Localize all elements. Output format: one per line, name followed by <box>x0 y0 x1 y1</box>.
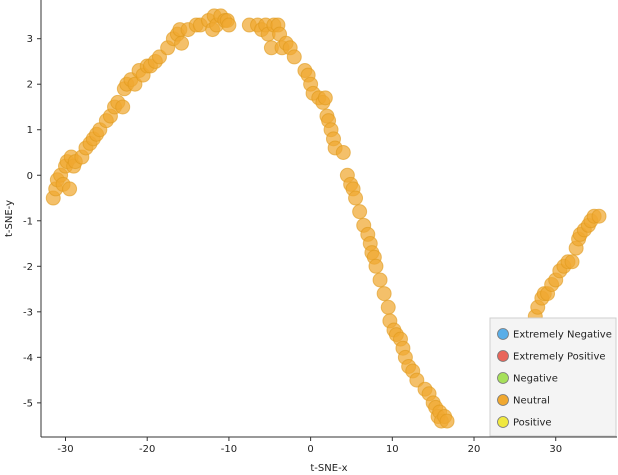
x-tick-label: -30 <box>57 444 73 455</box>
data-point <box>286 49 302 65</box>
y-tick-label: -1 <box>23 216 33 227</box>
y-tick-label: -5 <box>23 398 33 409</box>
y-tick-label: 2 <box>27 80 33 91</box>
data-point <box>352 204 368 220</box>
y-tick-label: -4 <box>23 353 33 364</box>
data-point <box>372 272 388 288</box>
legend-label: Extremely Negative <box>513 330 612 341</box>
x-tick-label: 30 <box>549 444 562 455</box>
data-point <box>591 208 607 224</box>
y-ticks: 3 2 1 0 -1 -2 -3 -4 -5 <box>23 34 41 409</box>
legend-marker <box>497 394 509 406</box>
x-tick-label: -10 <box>221 444 237 455</box>
data-point <box>317 90 333 106</box>
y-tick-label: 0 <box>27 171 33 182</box>
data-point <box>115 99 131 115</box>
legend-label: Neutral <box>513 396 550 407</box>
data-point <box>348 190 364 206</box>
y-axis-title: t-SNE-y <box>4 200 15 237</box>
data-point <box>564 254 580 270</box>
legend-marker <box>497 350 509 362</box>
legend: Extremely Negative Extremely Positive Nega… <box>489 317 617 437</box>
points-layer <box>45 8 607 429</box>
y-tick-label: -2 <box>23 262 33 273</box>
data-point <box>174 35 190 51</box>
x-tick-label: 20 <box>468 444 481 455</box>
data-point <box>368 258 384 274</box>
data-point <box>376 286 392 302</box>
x-tick-label: -20 <box>139 444 155 455</box>
data-point <box>439 413 455 429</box>
x-tick-label: 10 <box>386 444 399 455</box>
legend-box <box>489 317 617 437</box>
legend-label: Extremely Positive <box>513 352 606 363</box>
x-axis-title: t-SNE-x <box>310 463 347 474</box>
data-point <box>335 144 351 160</box>
data-point <box>380 299 396 315</box>
legend-marker <box>497 328 509 340</box>
data-point <box>221 17 237 33</box>
y-tick-label: 3 <box>27 34 33 45</box>
legend-label: Positive <box>513 418 552 429</box>
legend-marker <box>497 372 509 384</box>
y-tick-label: -3 <box>23 307 33 318</box>
data-point <box>62 181 78 197</box>
y-tick-label: 1 <box>27 125 33 136</box>
legend-label: Negative <box>513 374 558 385</box>
axes <box>40 0 617 438</box>
x-ticks: -30 -20 -10 0 10 20 30 <box>57 437 562 455</box>
legend-marker <box>497 416 509 428</box>
x-tick-label: 0 <box>307 444 313 455</box>
